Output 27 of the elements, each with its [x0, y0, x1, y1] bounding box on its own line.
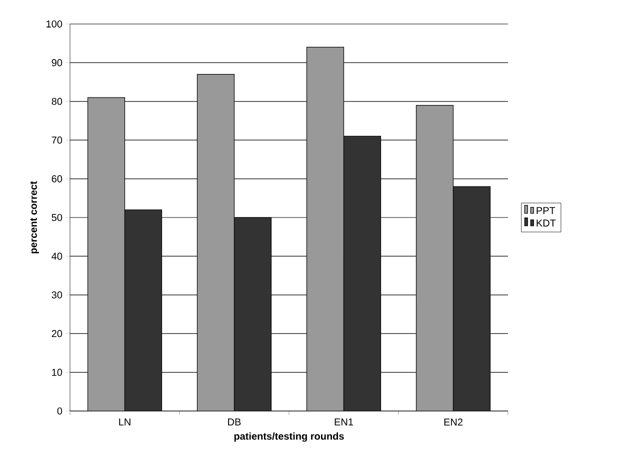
y-tick-label: 100 [46, 20, 62, 28]
y-tick-label: 40 [52, 252, 62, 260]
y-tick-label: 70 [52, 136, 62, 144]
bar [452, 186, 491, 411]
x-tick-label: LN [119, 418, 130, 426]
x-tick-label: DB [228, 418, 241, 426]
y-tick-label: 50 [52, 214, 62, 222]
y-tick-label: 90 [52, 59, 62, 66]
bar [343, 136, 382, 411]
y-tick-label: 80 [52, 98, 62, 105]
legend-label: KDT [536, 220, 556, 226]
y-tick-label: 10 [52, 368, 62, 376]
bar [306, 46, 344, 411]
bar [124, 209, 162, 411]
bar [87, 97, 126, 411]
bar [416, 104, 454, 411]
x-tick-label: EN1 [334, 418, 353, 426]
legend-label: PPT [536, 207, 556, 214]
bar [196, 74, 235, 411]
bar [234, 217, 272, 411]
y-tick-label: 60 [52, 175, 62, 182]
y-axis-title: percent correct [30, 181, 39, 254]
x-tick-label: EN2 [444, 418, 462, 426]
y-tick-label: 30 [52, 291, 62, 298]
y-tick-label: 0 [57, 407, 62, 415]
y-tick-label: 20 [52, 330, 62, 338]
x-axis-title: patients/testing rounds [234, 432, 344, 442]
